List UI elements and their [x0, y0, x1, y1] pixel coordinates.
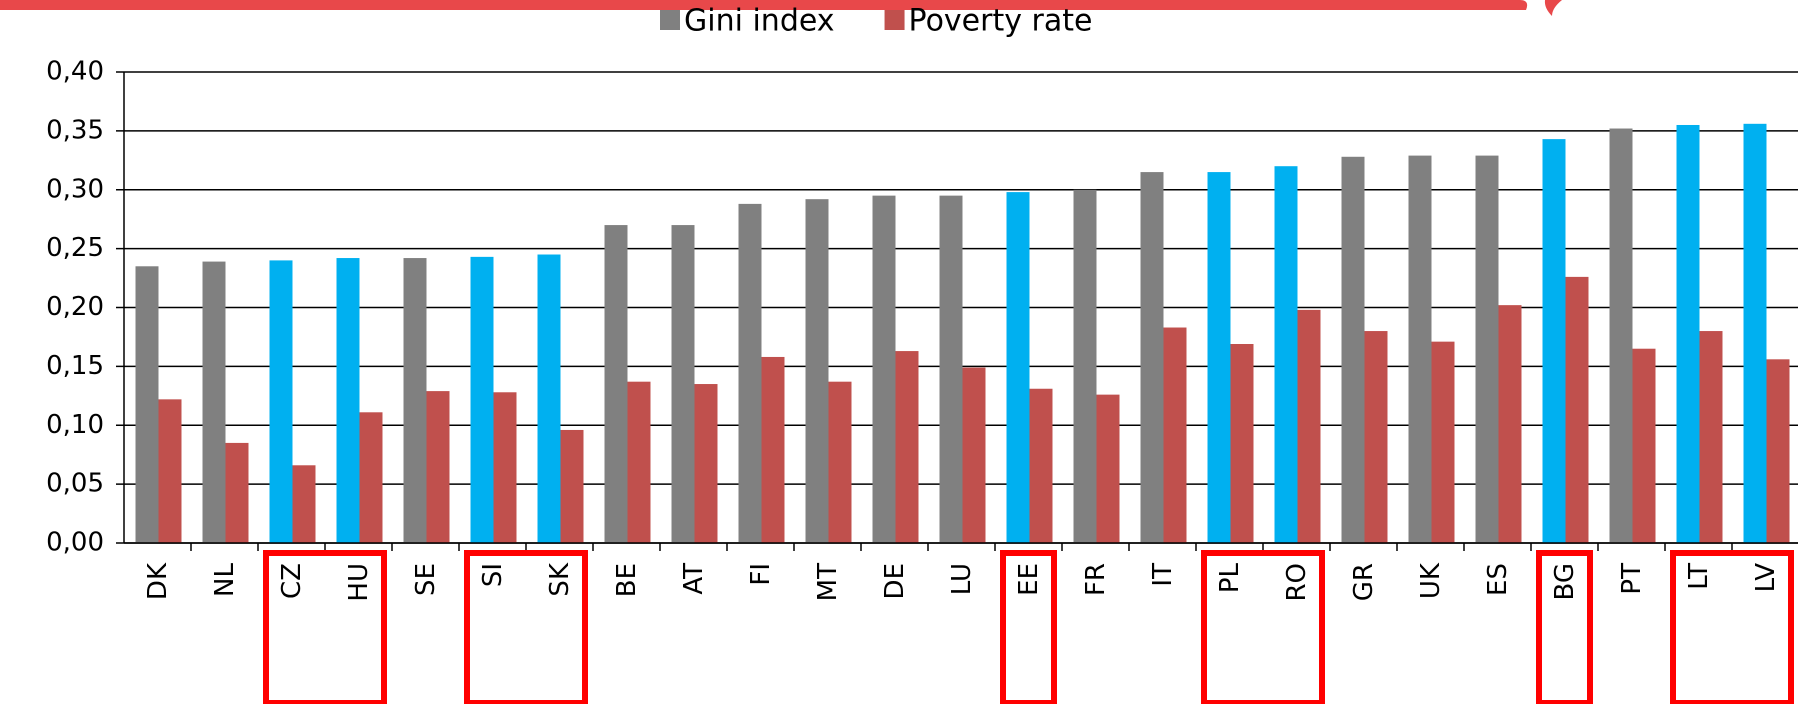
x-tick-label: SE	[411, 563, 441, 596]
bar	[426, 391, 450, 543]
x-tick-label: BG	[1550, 563, 1580, 601]
y-tick-label: 0,40	[46, 57, 104, 87]
bar	[1632, 348, 1656, 543]
bar	[158, 399, 182, 543]
y-tick-label: 0,20	[46, 292, 104, 322]
highlight-box	[1536, 550, 1593, 704]
x-tick-label: UK	[1416, 562, 1446, 599]
x-tick-label: HU	[344, 563, 374, 602]
bar	[1274, 166, 1298, 543]
bar	[761, 356, 785, 543]
y-tick-label: 0,25	[46, 233, 104, 263]
bar	[225, 442, 249, 543]
bar	[962, 367, 986, 543]
bar	[1364, 331, 1388, 543]
x-tick-label: AT	[679, 563, 709, 595]
bar	[694, 384, 718, 543]
x-tick-label: MT	[813, 563, 843, 601]
bar	[671, 225, 695, 543]
bar	[1073, 189, 1097, 543]
legend-label: Poverty rate	[909, 4, 1093, 39]
highlight-box	[1000, 550, 1057, 704]
x-tick-label: RO	[1282, 563, 1312, 602]
bar	[359, 412, 383, 543]
bar	[1431, 341, 1455, 543]
x-tick-label: LV	[1751, 563, 1781, 593]
bar	[336, 258, 360, 543]
x-tick-label: DE	[880, 563, 910, 599]
bar	[537, 254, 561, 543]
bar	[292, 465, 316, 543]
x-tick-label: LU	[947, 563, 977, 595]
x-tick-label: FI	[746, 563, 776, 586]
x-tick-label: IT	[1148, 563, 1178, 587]
x-tick-label: FR	[1081, 563, 1111, 596]
bar	[1743, 123, 1767, 543]
bar	[1676, 124, 1700, 544]
bar	[269, 260, 293, 543]
bar	[560, 429, 584, 543]
bar	[135, 266, 159, 543]
bar	[1475, 155, 1499, 544]
highlight-box	[1201, 550, 1325, 704]
bar	[872, 195, 896, 543]
legend-label: Gini index	[684, 4, 835, 39]
bar	[1565, 276, 1589, 543]
x-tick-label: SK	[545, 562, 575, 597]
legend-swatch	[660, 10, 680, 30]
bar	[403, 258, 427, 543]
bar	[1297, 309, 1321, 543]
bar	[604, 225, 628, 543]
x-tick-label: BE	[612, 563, 642, 597]
bar	[805, 199, 829, 544]
y-tick-label: 0,00	[46, 528, 104, 558]
bar	[895, 351, 919, 543]
y-tick-label: 0,15	[46, 351, 104, 381]
bar	[1207, 172, 1231, 543]
bar	[202, 261, 226, 543]
y-tick-label: 0,05	[46, 469, 104, 499]
x-tick-label: GR	[1349, 563, 1379, 601]
bar	[738, 203, 762, 543]
x-tick-label: ES	[1483, 563, 1513, 596]
bar	[1498, 305, 1522, 543]
bar	[1699, 331, 1723, 543]
x-tick-label: LT	[1684, 563, 1714, 590]
y-tick-label: 0,30	[46, 174, 104, 204]
bar	[1006, 192, 1030, 544]
bar	[493, 392, 517, 543]
bar	[1341, 156, 1365, 543]
bar	[1408, 155, 1432, 544]
bar	[1766, 359, 1790, 543]
bar	[1163, 327, 1187, 543]
x-tick-label: CZ	[277, 563, 307, 599]
x-tick-label: PL	[1215, 562, 1245, 593]
bar	[1542, 139, 1566, 543]
bar	[627, 381, 651, 543]
bar	[828, 381, 852, 543]
banner-strip	[0, 0, 1528, 10]
bar	[470, 256, 494, 543]
legend-swatch	[884, 10, 905, 30]
x-tick-label: PT	[1617, 563, 1647, 595]
bar	[1230, 344, 1254, 543]
banner-tab	[1544, 0, 1562, 16]
highlight-box	[263, 550, 387, 704]
bar	[1029, 388, 1053, 543]
x-tick-label: EE	[1014, 563, 1044, 596]
bar	[1140, 172, 1164, 543]
highlight-box	[464, 550, 588, 704]
x-tick-label: DK	[143, 562, 173, 600]
y-tick-label: 0,10	[46, 410, 104, 440]
x-tick-label: NL	[210, 562, 240, 596]
highlight-box	[1670, 550, 1794, 704]
bar	[1096, 394, 1120, 543]
y-tick-label: 0,35	[46, 115, 104, 145]
bar	[939, 195, 963, 543]
x-tick-label: SI	[478, 563, 508, 587]
bar	[1609, 128, 1633, 543]
